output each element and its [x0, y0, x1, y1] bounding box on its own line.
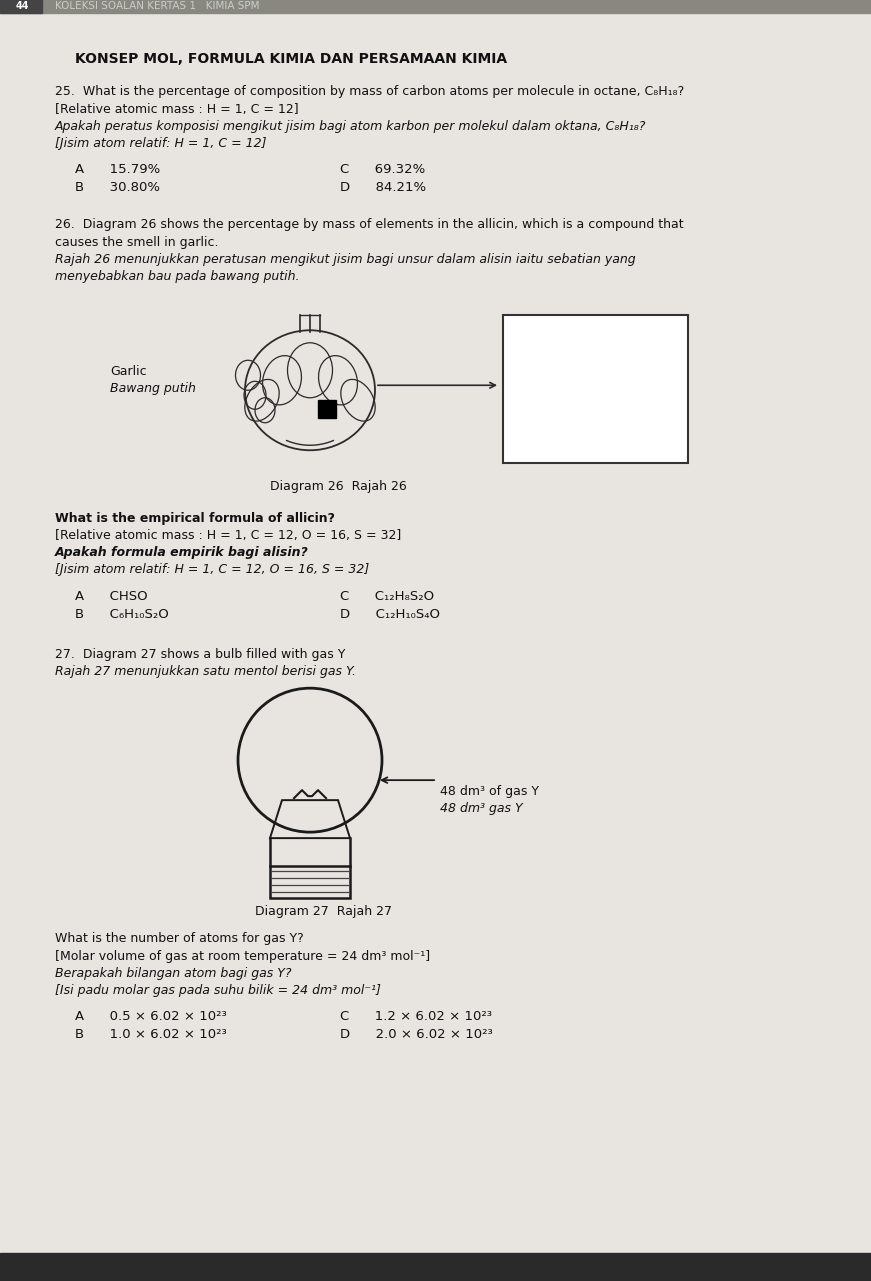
Bar	[503, 315, 688, 464]
Text: [Molar volume of gas at room temperature = 24 dm³ mol⁻¹]: [Molar volume of gas at room temperature…	[55, 951, 430, 963]
Text: C = 44·4%: C = 44·4%	[511, 361, 582, 374]
Text: C      69.32%: C 69.32%	[340, 164, 425, 177]
Text: Rajah 26 menunjukkan peratusan mengikut jisim bagi unsur dalam alisin iaitu seba: Rajah 26 menunjukkan peratusan mengikut …	[55, 254, 636, 266]
Text: B      30.80%: B 30.80%	[75, 182, 160, 195]
Text: D      C₁₂H₁₀S₄O: D C₁₂H₁₀S₄O	[340, 608, 440, 621]
Bar	[0, 0, 42, 13]
Text: 27.  Diagram 27 shows a bulb filled with gas Y: 27. Diagram 27 shows a bulb filled with …	[55, 648, 346, 661]
Text: Rajah 27 menunjukkan satu mentol berisi gas Y.: Rajah 27 menunjukkan satu mentol berisi …	[55, 665, 356, 678]
Text: [Jisim atom relatif: H = 1, C = 12]: [Jisim atom relatif: H = 1, C = 12]	[55, 137, 267, 150]
Text: Bawang putih: Bawang putih	[110, 382, 196, 396]
Text: Diagram 27  Rajah 27: Diagram 27 Rajah 27	[255, 906, 392, 918]
Text: Allicin: Allicin	[511, 323, 557, 337]
Text: KOLEKSI SOALAN KERTAS 1 KIMIA SPM sumbangan Telegram Guru KIMIA M: KOLEKSI SOALAN KERTAS 1 KIMIA SPM sumban…	[227, 1262, 643, 1272]
Text: S = 39·5%: S = 39·5%	[511, 396, 581, 409]
Bar	[0, 1253, 871, 1281]
Text: Apakah peratus komposisi mengikut jisim bagi atom karbon per molekul dalam oktan: Apakah peratus komposisi mengikut jisim …	[55, 120, 646, 133]
Text: H = 6·21%: H = 6·21%	[511, 378, 583, 391]
Text: Berapakah bilangan atom bagi gas Y?: Berapakah bilangan atom bagi gas Y?	[55, 967, 292, 980]
Text: 48 dm³ gas Y: 48 dm³ gas Y	[440, 802, 523, 815]
Text: [Relative atomic mass : H = 1, C = 12]: [Relative atomic mass : H = 1, C = 12]	[55, 104, 299, 117]
Bar	[270, 866, 350, 898]
Bar	[318, 400, 336, 419]
Text: [Relative atomic mass : H = 1, C = 12, O = 16, S = 32]: [Relative atomic mass : H = 1, C = 12, O…	[55, 529, 402, 542]
Text: B      C₆H₁₀S₂O: B C₆H₁₀S₂O	[75, 608, 169, 621]
Text: Apakah formula empirik bagi alisin?: Apakah formula empirik bagi alisin?	[55, 546, 308, 560]
Text: C      C₁₂H₈S₂O: C C₁₂H₈S₂O	[340, 591, 434, 603]
Text: Diagram 26  Rajah 26: Diagram 26 Rajah 26	[270, 480, 407, 493]
Text: B      1.0 × 6.02 × 10²³: B 1.0 × 6.02 × 10²³	[75, 1029, 226, 1041]
Text: menyebabkan bau pada bawang putih.: menyebabkan bau pada bawang putih.	[55, 270, 300, 283]
Text: O = 9·86%: O = 9·86%	[511, 412, 583, 425]
Text: KOLEKSI SOALAN KERTAS 1   KIMIA SPM: KOLEKSI SOALAN KERTAS 1 KIMIA SPM	[55, 1, 260, 12]
Text: A      CHSO: A CHSO	[75, 591, 147, 603]
Text: D      2.0 × 6.02 × 10²³: D 2.0 × 6.02 × 10²³	[340, 1029, 493, 1041]
Text: What is the number of atoms for gas Y?: What is the number of atoms for gas Y?	[55, 933, 304, 945]
Text: Garlic: Garlic	[110, 365, 146, 378]
Text: causes the smell in garlic.: causes the smell in garlic.	[55, 236, 219, 250]
Text: KONSEP MOL, FORMULA KIMIA DAN PERSAMAAN KIMIA: KONSEP MOL, FORMULA KIMIA DAN PERSAMAAN …	[75, 53, 507, 67]
Text: 26.  Diagram 26 shows the percentage by mass of elements in the allicin, which i: 26. Diagram 26 shows the percentage by m…	[55, 218, 684, 232]
Text: A      15.79%: A 15.79%	[75, 164, 160, 177]
Text: 44: 44	[16, 1, 29, 12]
Text: Alisin: Alisin	[511, 341, 546, 355]
Text: [Isi padu molar gas pada suhu bilik = 24 dm³ mol⁻¹]: [Isi padu molar gas pada suhu bilik = 24…	[55, 984, 381, 997]
Text: 25.  What is the percentage of composition by mass of carbon atoms per molecule : 25. What is the percentage of compositio…	[55, 86, 685, 99]
Text: 48 dm³ of gas Y: 48 dm³ of gas Y	[440, 785, 539, 798]
Text: What is the empirical formula of allicin?: What is the empirical formula of allicin…	[55, 512, 335, 525]
Text: D      84.21%: D 84.21%	[340, 182, 426, 195]
Text: C      1.2 × 6.02 × 10²³: C 1.2 × 6.02 × 10²³	[340, 1011, 492, 1024]
Text: [Jisim atom relatif: H = 1, C = 12, O = 16, S = 32]: [Jisim atom relatif: H = 1, C = 12, O = …	[55, 564, 369, 576]
Bar	[0, 0, 871, 13]
Text: A      0.5 × 6.02 × 10²³: A 0.5 × 6.02 × 10²³	[75, 1011, 226, 1024]
